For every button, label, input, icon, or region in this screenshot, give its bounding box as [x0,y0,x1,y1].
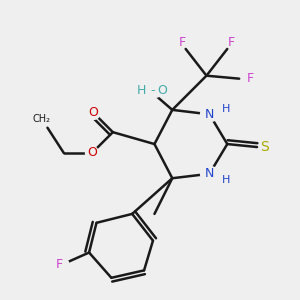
Text: N: N [205,167,214,180]
Ellipse shape [87,106,100,119]
Text: S: S [260,140,269,154]
Text: H: H [136,84,146,97]
Text: H: H [222,175,230,185]
Text: N: N [205,108,214,121]
Ellipse shape [85,146,99,160]
Text: H: H [222,104,230,114]
Text: O: O [87,146,97,160]
Text: F: F [247,72,254,85]
Text: F: F [227,36,234,49]
Ellipse shape [135,83,165,98]
Text: F: F [178,36,186,49]
Text: -: - [151,84,155,97]
Text: O: O [157,84,167,97]
Ellipse shape [200,107,218,122]
Ellipse shape [56,258,69,271]
Ellipse shape [200,166,218,181]
Text: O: O [88,106,98,119]
Text: CH₂: CH₂ [32,114,50,124]
Text: F: F [56,258,63,271]
